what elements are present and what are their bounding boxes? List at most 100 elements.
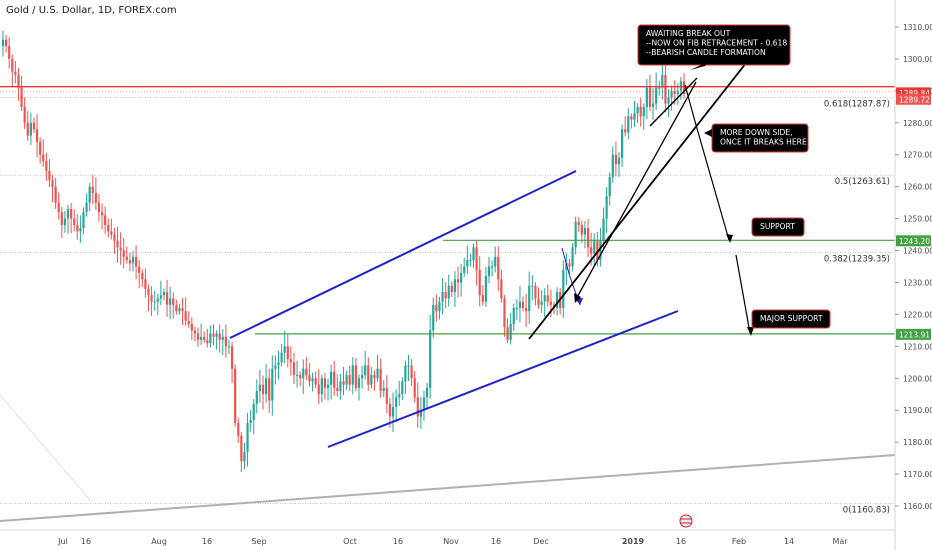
- candle-body: [543, 295, 546, 302]
- candle-body: [178, 308, 181, 312]
- y-tick-label: 1270.00: [903, 151, 932, 160]
- candle-body: [150, 295, 153, 302]
- candle-body: [39, 141, 42, 155]
- candle-body: [237, 422, 240, 436]
- candle-body: [35, 129, 39, 142]
- candle-body: [314, 378, 317, 385]
- candle-body: [45, 161, 48, 171]
- symbol-title: Gold / U.S. Dollar, 1D, FOREX.com: [6, 5, 177, 16]
- callout-text: SUPPORT: [760, 222, 795, 231]
- candle-body: [422, 397, 426, 411]
- candle-body: [487, 266, 491, 277]
- candle-body: [116, 240, 119, 248]
- y-tick-label: 1230.00: [903, 278, 932, 287]
- candle-body: [645, 87, 648, 107]
- candle-body: [407, 365, 410, 367]
- arrowhead: [574, 293, 581, 303]
- candle-body: [373, 375, 376, 379]
- x-tick-label: Mar: [832, 537, 848, 546]
- candle-body: [51, 180, 54, 187]
- arrowhead: [726, 234, 733, 243]
- candle-body: [435, 304, 438, 312]
- candle-body: [391, 407, 395, 417]
- price-label-bg: [896, 87, 931, 99]
- candle-body: [249, 419, 252, 423]
- x-tick-label: 16: [81, 537, 91, 546]
- candle-body: [305, 368, 308, 376]
- time-axis: Jul 16 Aug 16 Sep Oct 16 Nov 16 Dec 2019 16 Feb 14 Mar: [0, 514, 895, 546]
- candle-body: [568, 263, 571, 267]
- arrowhead: [747, 327, 754, 336]
- candle-body: [509, 323, 512, 340]
- callout-text: MORE DOWN SIDE,: [720, 128, 793, 137]
- price-label: 1213.91: [899, 330, 930, 339]
- candle-body: [528, 285, 531, 312]
- candle-body: [357, 378, 361, 388]
- candle-body: [401, 381, 404, 395]
- fib-label: 0.5(1263.61): [835, 177, 890, 187]
- y-tick-label: 1300.00: [903, 55, 932, 64]
- fib-lines: 0.618(1287.87) 0.5(1263.61) 0.382(1239.35)…: [0, 97, 895, 515]
- y-tick-label: 1210.00: [903, 342, 932, 351]
- candle-body: [562, 269, 565, 309]
- candle-body: [196, 333, 200, 340]
- candle-body: [88, 186, 91, 203]
- candle-body: [187, 320, 190, 324]
- candle-body: [200, 336, 203, 340]
- callout-text: AWAITING BREAK OUT: [646, 29, 731, 38]
- candle-body: [624, 129, 627, 133]
- candle-body: [432, 304, 435, 331]
- candle-body: [91, 186, 94, 194]
- callout-tail: [690, 62, 708, 70]
- candle-body: [8, 46, 11, 59]
- candle-body: [289, 359, 292, 363]
- candle-body: [243, 451, 246, 462]
- candle-body: [218, 333, 221, 340]
- candle-body: [614, 154, 617, 165]
- candle-body: [577, 221, 580, 225]
- x-tick-label: Dec: [533, 537, 548, 546]
- candle-body: [107, 224, 110, 232]
- candle-body: [617, 157, 621, 165]
- long-trendline: [0, 454, 896, 522]
- candle-body: [484, 276, 487, 302]
- candle-body: [367, 365, 370, 385]
- candle-body: [620, 129, 624, 158]
- candle-body: [460, 272, 463, 283]
- candle-body: [664, 74, 667, 104]
- candle-body: [147, 288, 150, 296]
- candle-body: [73, 218, 76, 225]
- drawings: [0, 57, 895, 448]
- candle-body: [633, 113, 636, 120]
- candle-body: [85, 202, 88, 213]
- candle-body: [175, 304, 178, 312]
- candle-body: [342, 381, 345, 385]
- candle-body: [413, 378, 416, 398]
- candle-body: [354, 365, 357, 388]
- candle-body: [450, 285, 453, 293]
- candle-body: [447, 285, 450, 299]
- candle-body: [655, 87, 658, 104]
- candle-body: [549, 301, 552, 305]
- candle-body: [602, 218, 605, 241]
- candle-body: [32, 122, 36, 130]
- candle-body: [76, 224, 79, 232]
- callout-box: [637, 24, 791, 66]
- candle-body: [658, 87, 661, 89]
- y-tick-label: 1170.00: [903, 470, 932, 479]
- candle-body: [221, 336, 224, 340]
- candle-body: [419, 410, 422, 417]
- candle-body: [14, 71, 17, 75]
- candle-body: [636, 106, 639, 114]
- candle-body: [345, 375, 348, 385]
- uptrend-line: [528, 57, 751, 340]
- callout-breakout: AWAITING BREAK OUT--NOW ON FIB RETRACEME…: [637, 24, 791, 70]
- candle-body: [94, 193, 97, 203]
- candle-body: [268, 378, 271, 401]
- candle-body: [128, 260, 132, 264]
- candle-body: [670, 90, 673, 98]
- candle-body: [463, 266, 466, 273]
- candle-body: [580, 224, 583, 235]
- candle-body: [333, 371, 336, 388]
- candle-body: [131, 256, 135, 264]
